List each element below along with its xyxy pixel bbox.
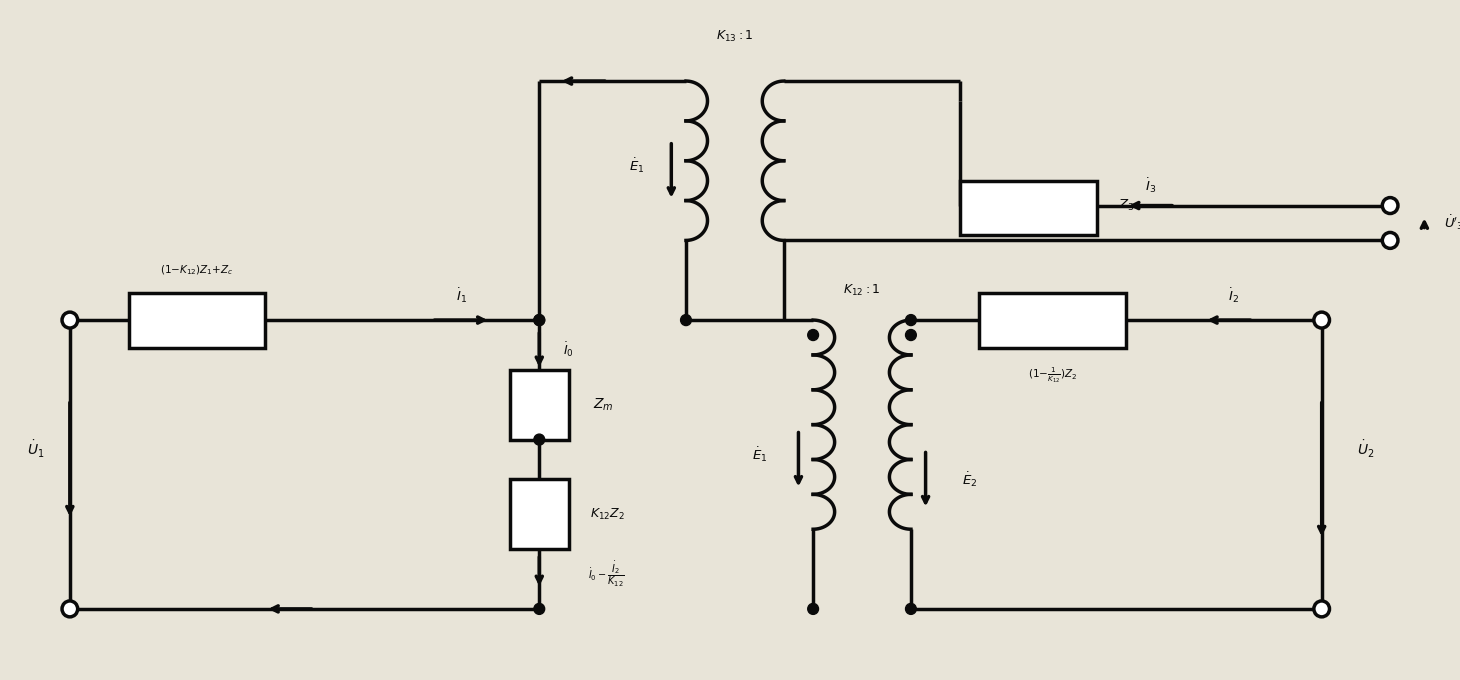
Bar: [959, 181, 1096, 235]
Bar: [128, 293, 266, 348]
Circle shape: [534, 315, 545, 326]
Text: $(1{-}\frac{1}{K_{12}})Z_2$: $(1{-}\frac{1}{K_{12}})Z_2$: [1028, 365, 1077, 385]
Circle shape: [1383, 198, 1399, 214]
Text: $Z_m$: $Z_m$: [593, 396, 613, 413]
Circle shape: [1314, 312, 1330, 328]
Circle shape: [534, 434, 545, 445]
Text: $\dot{I}_3$: $\dot{I}_3$: [1145, 176, 1156, 195]
Circle shape: [680, 315, 692, 326]
Circle shape: [905, 315, 917, 326]
Text: $\dot{U}_2$: $\dot{U}_2$: [1356, 439, 1374, 460]
Circle shape: [905, 603, 917, 614]
Circle shape: [534, 315, 545, 326]
Text: $\dot{I}_0 - \dfrac{\dot{I}_2}{K_{12}}$: $\dot{I}_0 - \dfrac{\dot{I}_2}{K_{12}}$: [588, 559, 625, 589]
Text: $\dot{E}_2$: $\dot{E}_2$: [962, 470, 977, 489]
Text: $\dot{E}_1$: $\dot{E}_1$: [629, 156, 645, 175]
Text: $\dot{U}'_3$: $\dot{U}'_3$: [1444, 213, 1460, 232]
Text: $Z_3$: $Z_3$: [1118, 198, 1134, 213]
Text: $(1{-}K_{12})Z_1{+}Z_c$: $(1{-}K_{12})Z_1{+}Z_c$: [161, 263, 234, 277]
Circle shape: [807, 603, 819, 614]
Circle shape: [1314, 601, 1330, 617]
Text: $K_{12}:1$: $K_{12}:1$: [844, 283, 880, 298]
Text: $\dot{E}_1$: $\dot{E}_1$: [752, 445, 766, 464]
Text: $\dot{I}_1$: $\dot{I}_1$: [456, 286, 467, 305]
Circle shape: [61, 601, 77, 617]
Bar: [980, 293, 1126, 348]
Circle shape: [905, 330, 917, 341]
Text: $K_{12}Z_2$: $K_{12}Z_2$: [590, 507, 625, 522]
Text: $\dot{U}_1$: $\dot{U}_1$: [26, 439, 44, 460]
Circle shape: [534, 603, 545, 614]
Bar: [510, 479, 568, 549]
Text: $\dot{I}_0$: $\dot{I}_0$: [564, 341, 574, 359]
Bar: [510, 370, 568, 439]
Circle shape: [1383, 233, 1399, 248]
Circle shape: [807, 330, 819, 341]
Text: $K_{13}:1$: $K_{13}:1$: [715, 29, 753, 44]
Circle shape: [61, 312, 77, 328]
Text: $\dot{I}_2$: $\dot{I}_2$: [1228, 286, 1240, 305]
